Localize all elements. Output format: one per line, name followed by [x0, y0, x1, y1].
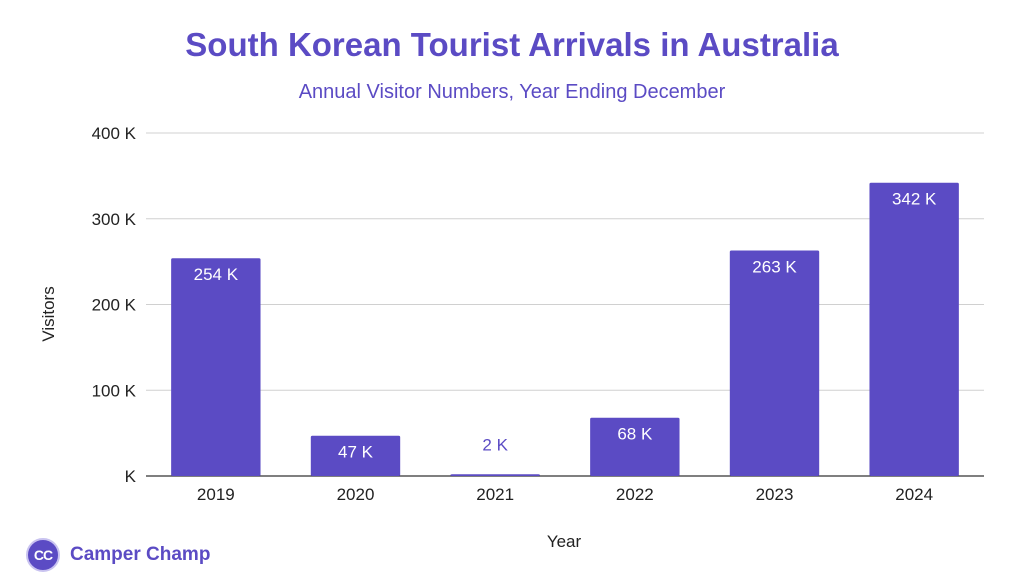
data-label: 47 K — [338, 443, 374, 462]
data-label: 2 K — [482, 435, 508, 454]
x-tick-label: 2020 — [337, 485, 375, 504]
x-axis-title: Year — [547, 532, 582, 551]
x-tick-label: 2019 — [197, 485, 235, 504]
y-tick-label: 400 K — [92, 124, 137, 143]
chart-subtitle: Annual Visitor Numbers, Year Ending Dece… — [298, 81, 726, 103]
gridlines — [146, 132, 984, 477]
bar-2023 — [729, 250, 820, 476]
y-tick-label: 300 K — [92, 210, 137, 229]
data-label: 254 K — [194, 265, 239, 284]
bar-2021 — [450, 474, 540, 476]
y-tick-label: K — [125, 467, 137, 486]
bars — [171, 182, 959, 477]
bar-2022 — [590, 417, 680, 476]
x-tick-label: 2022 — [616, 485, 654, 504]
bar-2024 — [869, 182, 959, 477]
bar-2020 — [310, 435, 401, 476]
brand-name: Camper Champ — [70, 544, 211, 565]
chart-title: South Korean Tourist Arrivals in Austral… — [185, 26, 839, 63]
x-tick-label: 2024 — [895, 485, 933, 504]
y-tick-label: 100 K — [92, 381, 137, 400]
camper-champ-logo-icon: CC — [26, 538, 60, 572]
bar-2019 — [171, 258, 261, 476]
y-tick-label: 200 K — [92, 296, 137, 315]
data-label: 342 K — [892, 190, 937, 209]
labels: K 100 K 200 K 300 K 400 K 2019 254 K 2020 47 K 20… — [92, 124, 937, 504]
brand-footer: CC Camper Champ — [26, 536, 210, 574]
x-tick-label: 2023 — [756, 485, 794, 504]
data-label: 68 K — [617, 425, 653, 444]
y-axis-title: Visitors — [39, 286, 58, 341]
x-tick-label: 2021 — [476, 485, 514, 504]
data-label: 263 K — [752, 257, 797, 276]
